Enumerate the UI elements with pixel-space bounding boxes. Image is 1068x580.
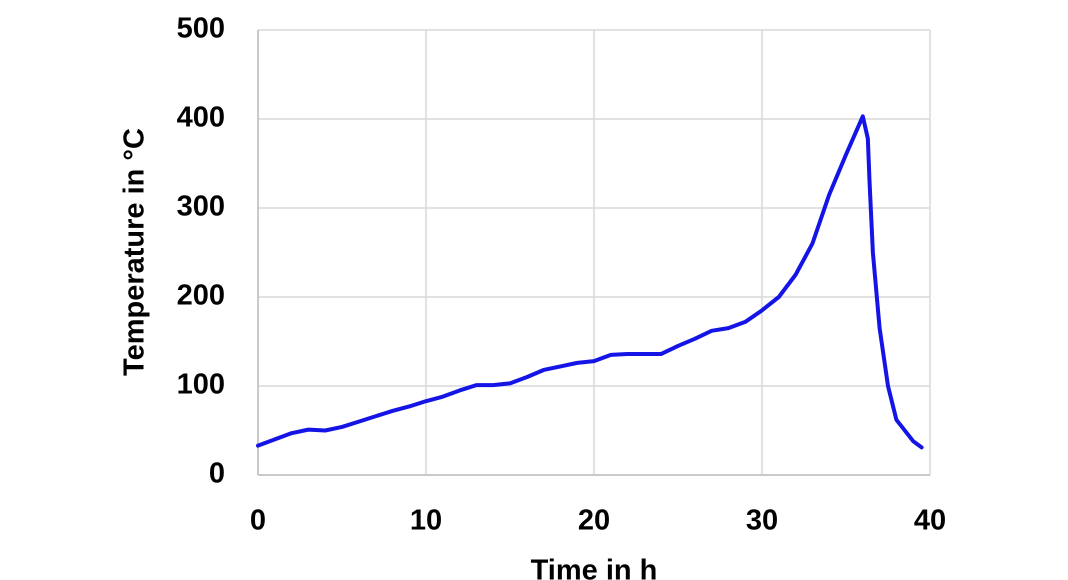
x-tick-label: 10 xyxy=(410,505,442,537)
y-tick-label: 300 xyxy=(177,191,225,223)
x-tick-label: 30 xyxy=(746,505,778,537)
x-tick-label: 0 xyxy=(250,505,266,537)
y-tick-label: 0 xyxy=(209,458,225,490)
x-tick-label: 40 xyxy=(914,505,946,537)
y-tick-label: 100 xyxy=(177,369,225,401)
y-tick-label: 400 xyxy=(177,102,225,134)
x-tick-label: 20 xyxy=(578,505,610,537)
data-line xyxy=(256,114,924,450)
y-axis-title: Temperature in °C xyxy=(119,128,151,376)
x-axis-title: Time in h xyxy=(531,555,658,580)
y-tick-label: 200 xyxy=(177,280,225,312)
y-tick-label: 500 xyxy=(177,13,225,45)
